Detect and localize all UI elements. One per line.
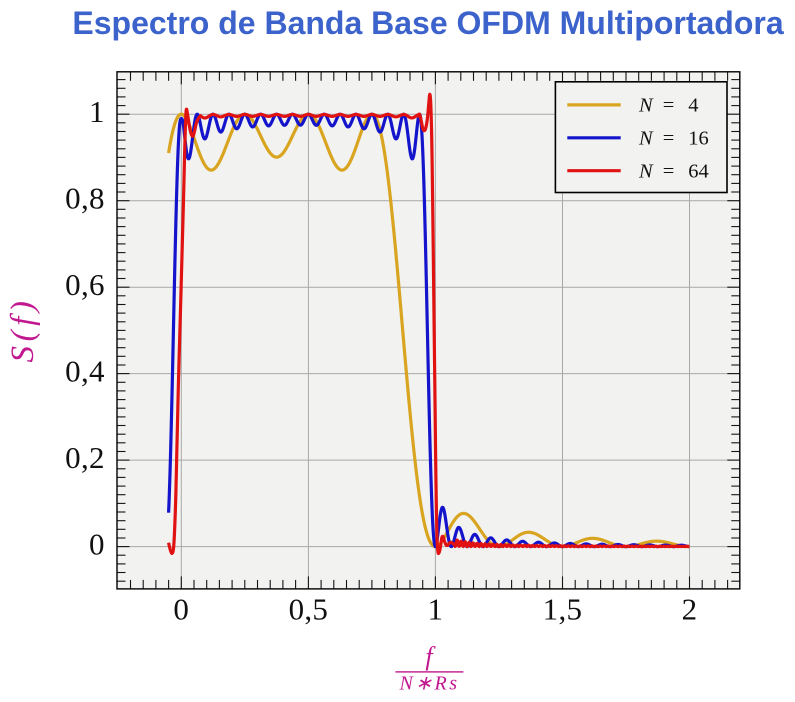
svg-text:S(f): S(f) xyxy=(5,296,41,362)
svg-text:0,5: 0,5 xyxy=(289,592,329,627)
svg-text:0,4: 0,4 xyxy=(65,354,105,389)
svg-text:0,8: 0,8 xyxy=(65,181,105,216)
svg-text:Espectro de Banda Base OFDM Mu: Espectro de Banda Base OFDM Multiportado… xyxy=(72,5,783,41)
svg-text:0,2: 0,2 xyxy=(65,440,105,475)
svg-text:0,6: 0,6 xyxy=(65,267,105,302)
svg-text:1,5: 1,5 xyxy=(543,592,583,627)
svg-text:1: 1 xyxy=(89,94,105,129)
svg-text:N∗Rs: N∗Rs xyxy=(398,673,459,695)
svg-text:1: 1 xyxy=(427,592,443,627)
svg-text:2: 2 xyxy=(682,592,698,627)
svg-text:N=16: N = 16 xyxy=(638,128,709,150)
svg-text:N=4: N = 4 xyxy=(638,95,699,117)
svg-text:N=64: N = 64 xyxy=(638,161,709,183)
svg-text:0: 0 xyxy=(89,527,105,562)
svg-text:f: f xyxy=(425,642,436,671)
svg-text:0: 0 xyxy=(173,592,189,627)
